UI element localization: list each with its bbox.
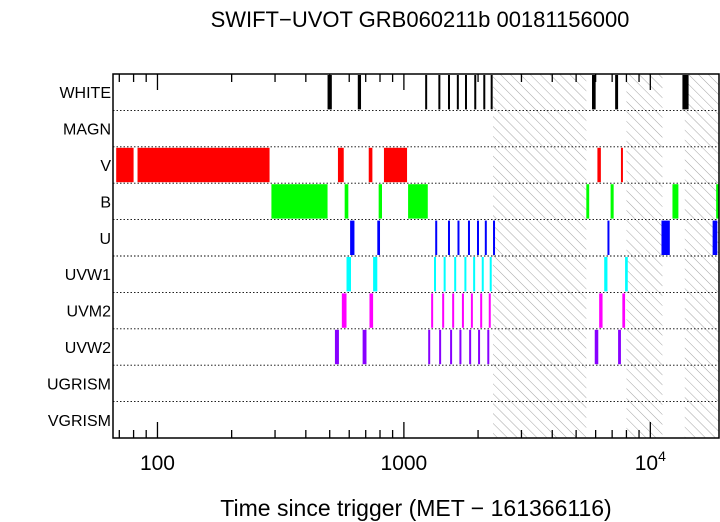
segment-uvw1 [434,257,437,292]
segment-u [476,220,479,255]
segment-uvm2 [431,293,434,328]
row-separators [113,109,719,403]
x-axis-label: Time since trigger (MET − 161366116) [220,495,611,521]
segment-white [327,75,332,110]
segment-uvw2 [469,329,472,365]
segment-u [607,220,610,255]
segment-uvm2 [470,293,473,328]
segment-u [447,220,450,255]
segment-uvw1 [346,257,351,292]
segment-uvm2 [369,293,374,328]
x-tick-label: 1000 [381,452,428,475]
segment-u [493,220,496,255]
x-axis-ticks: 100 1000 104 [118,74,666,475]
segment-uvw1 [489,257,492,292]
row-label-uvm2: UVM2 [67,304,112,321]
segment-uvm2 [452,293,455,328]
segment-uvw1 [454,257,457,292]
segment-uvw2 [428,329,431,365]
segment-uvw2 [478,329,481,365]
row-label-white: WHITE [59,85,111,102]
segment-u [377,220,381,255]
segment-b [716,184,719,219]
segment-uvw1 [443,257,446,292]
segment-uvw2 [594,329,599,365]
segment-b [271,184,328,219]
segment-white [464,75,467,110]
segment-u [661,220,670,255]
segment-uvw2 [450,329,453,365]
segment-v [383,147,408,183]
segment-uvw2 [362,329,367,365]
segment-uvw1 [473,257,476,292]
segment-uvw2 [439,329,442,365]
segment-uvm2 [480,293,483,328]
segment-uvm2 [442,293,445,328]
row-label-u: U [99,231,111,248]
segment-uvw1 [604,257,608,292]
segment-uvw2 [487,329,490,365]
x-tick-label: 100 [140,452,175,475]
segment-white [425,75,428,110]
segment-v [368,147,373,183]
segment-uvw2 [334,329,339,365]
row-label-ugrism: UGRISM [47,376,111,393]
row-label-vgrism: VGRISM [48,413,111,430]
segment-uvm2 [461,293,464,328]
segment-white [615,75,619,110]
segment-white [682,75,689,110]
segment-v [337,147,344,183]
segment-uvm2 [622,293,626,328]
segment-b [610,184,614,219]
segment-b [672,184,679,219]
segment-u [467,220,470,255]
segment-white [357,75,362,110]
segment-v [597,147,601,183]
segment-u [712,220,718,255]
segment-white [592,75,596,110]
segment-uvw1 [373,257,378,292]
segment-uvw1 [481,257,484,292]
segment-white [456,75,459,110]
plot-frame [112,73,720,439]
segment-b [378,184,382,219]
x-tick-label: 104 [635,448,666,475]
segment-uvm2 [341,293,347,328]
segment-white [483,75,486,110]
segment-uvw1 [625,257,628,292]
segment-uvw1 [464,257,467,292]
segment-u [350,220,355,255]
segment-b [586,184,590,219]
row-labels: WHITE MAGN V B U UVW1 UVM2 UVW2 UGRISM VGRISM [47,85,111,430]
segment-uvw2 [459,329,462,365]
row-label-uvw2: UVW2 [65,340,111,357]
segment-white [447,75,450,110]
segment-uvm2 [488,293,491,328]
exposure-segments [116,75,719,365]
segment-v [116,147,134,183]
row-label-uvw1: UVW1 [65,267,111,284]
row-label-v: V [100,158,111,175]
segment-v [137,147,270,183]
segment-b [344,184,349,219]
chart-title: SWIFT−UVOT GRB060211b 00181156000 [211,7,630,32]
segment-uvm2 [599,293,603,328]
row-label-b: B [100,194,111,211]
segment-b [408,184,428,219]
segment-v [620,147,623,183]
segment-u [484,220,487,255]
row-label-magn: MAGN [63,122,111,139]
segment-uvw2 [618,329,621,365]
segment-white [474,75,477,110]
segment-white [490,75,493,110]
segment-u [457,220,460,255]
segment-u [435,220,438,255]
segment-white [438,75,441,110]
